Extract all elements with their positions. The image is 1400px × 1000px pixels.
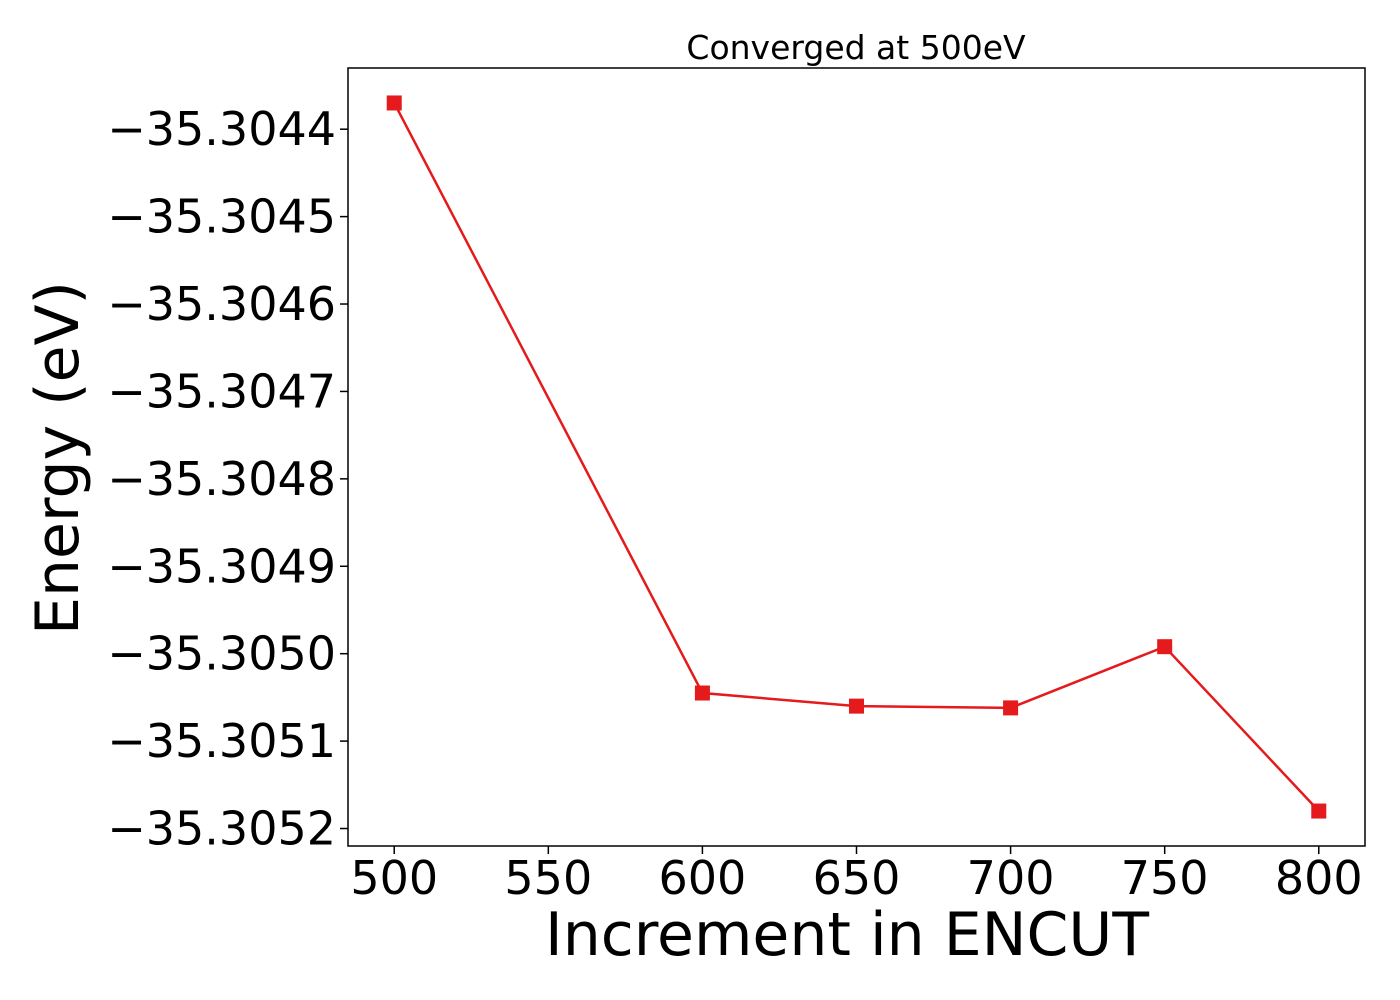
data-point-marker: [849, 698, 864, 714]
y-tick-label: −35.3050: [107, 627, 336, 681]
y-tick-label: −35.3044: [107, 102, 336, 156]
y-tick-label: −35.3048: [107, 452, 336, 506]
x-tick-label: 500: [350, 851, 438, 905]
x-tick-label: 700: [967, 851, 1055, 905]
y-tick-label: −35.3052: [107, 802, 336, 856]
x-tick-label: 650: [813, 851, 901, 905]
data-point-marker: [386, 95, 402, 111]
x-tick-label: 550: [504, 851, 592, 905]
series-line: [393, 102, 1320, 812]
x-tick-label: 750: [1121, 851, 1209, 905]
data-point-marker: [1157, 639, 1173, 655]
y-axis: −35.3044 −35.3045 −35.3046 −35.3047 −35.3048…: [107, 102, 348, 856]
y-axis-title: Energy (eV): [23, 281, 93, 635]
y-tick-label: −35.3046: [107, 277, 336, 331]
series-layer: [386, 95, 1327, 819]
chart-title: Converged at 500eV: [686, 28, 1026, 67]
x-axis-title: Increment in ENCUT: [545, 900, 1149, 970]
data-point-marker: [1003, 700, 1019, 716]
x-axis: 500 550 600 650 700 750 800: [350, 846, 1363, 905]
y-tick-label: −35.3047: [107, 364, 336, 418]
x-tick-label: 800: [1275, 851, 1363, 905]
y-tick-label: −35.3051: [107, 714, 336, 768]
data-point-marker: [1311, 803, 1327, 819]
data-point-marker: [694, 685, 710, 701]
plot-area-frame: [347, 67, 1366, 847]
y-tick-label: −35.3049: [107, 539, 336, 593]
y-tick-label: −35.3045: [107, 190, 336, 244]
x-tick-label: 600: [659, 851, 747, 905]
